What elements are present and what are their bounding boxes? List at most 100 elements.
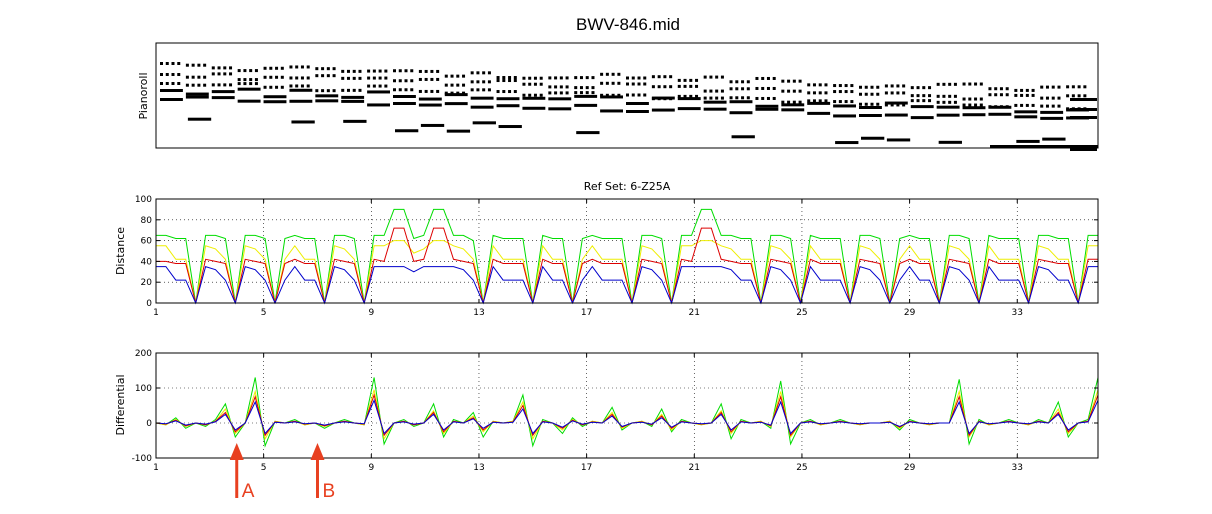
pianoroll-note: [741, 96, 745, 100]
pianoroll-note: [456, 74, 460, 78]
pianoroll-note: [496, 90, 500, 94]
pianoroll-note: [988, 105, 992, 109]
pianoroll-note: [554, 76, 558, 80]
pianoroll-note: [398, 79, 402, 83]
pianoroll-note: [1083, 94, 1087, 98]
pianoroll-note: [807, 91, 811, 95]
pianoroll-note: [358, 88, 362, 92]
pianoroll-note: [217, 83, 221, 87]
pianoroll-note: [1071, 94, 1075, 98]
distance-ytick-label: 100: [135, 195, 152, 205]
pianoroll-note: [936, 100, 940, 104]
pianoroll-note: [533, 76, 537, 80]
pianoroll-note: [341, 69, 345, 73]
pianoroll-note: [859, 102, 862, 106]
pianoroll-note: [367, 103, 390, 107]
pianoroll-note: [994, 87, 998, 91]
pianoroll-note: [275, 85, 279, 89]
pianoroll-note: [289, 84, 293, 88]
pianoroll-note: [798, 79, 802, 83]
distance-xtick-label: 1: [153, 308, 159, 318]
pianoroll-note: [269, 75, 273, 79]
pianoroll-note: [677, 94, 681, 98]
pianoroll-note: [418, 97, 442, 101]
pianoroll-note: [1014, 93, 1018, 97]
pianoroll-note: [229, 83, 233, 87]
pianoroll-note: [787, 79, 791, 83]
pianoroll-note: [910, 94, 914, 98]
pianoroll-note: [922, 94, 926, 98]
pianoroll-note: [962, 106, 986, 110]
pianoroll-note: [346, 88, 350, 92]
pianoroll-note: [352, 88, 356, 92]
pianoroll-note: [559, 76, 563, 80]
pianoroll-note: [703, 89, 707, 93]
pianoroll-note: [1040, 104, 1044, 108]
pianoroll-note: [430, 89, 434, 93]
pianoroll-note: [487, 88, 491, 92]
pianoroll-note: [922, 86, 926, 90]
pianoroll-note: [487, 71, 491, 75]
pianoroll-note: [275, 75, 279, 79]
pianoroll-note: [948, 94, 952, 98]
pianoroll-note: [643, 82, 647, 86]
distance-plot-area: [156, 199, 1098, 303]
pianoroll-note: [994, 105, 998, 109]
pianoroll-note: [332, 67, 336, 71]
pianoroll-note: [315, 94, 339, 98]
pianoroll-note: [833, 104, 856, 108]
pianoroll-note: [211, 90, 235, 94]
pianoroll-note: [910, 105, 934, 109]
pianoroll-note: [223, 66, 227, 70]
pianoroll-note: [229, 66, 233, 70]
distance-xtick-label: 17: [581, 308, 592, 318]
pianoroll-note: [833, 114, 856, 118]
pianoroll-note: [974, 103, 978, 107]
distance-ytick-label: 40: [141, 257, 153, 267]
pianoroll-note: [824, 91, 828, 95]
pianoroll-panel: Pianoroll: [137, 42, 1099, 151]
pianoroll-note: [1071, 85, 1075, 89]
pianoroll-note: [715, 96, 719, 100]
pianoroll-note: [902, 103, 906, 107]
pianoroll-note: [916, 99, 920, 103]
pianoroll-note: [372, 76, 376, 80]
pianoroll-note: [462, 74, 466, 78]
pianoroll-note: [833, 90, 837, 94]
pianoroll-note: [539, 76, 543, 80]
pianoroll-note: [689, 78, 693, 82]
pianoroll-note: [999, 93, 1003, 97]
pianoroll-note: [444, 93, 468, 97]
pianoroll-note: [663, 85, 667, 89]
pianoroll-note: [160, 62, 163, 65]
pianoroll-note: [487, 80, 491, 84]
pianoroll-note: [513, 79, 517, 83]
pianoroll-note: [217, 72, 221, 76]
pianoroll-note: [850, 84, 854, 88]
pianoroll-note: [249, 82, 253, 86]
pianoroll-note: [418, 69, 422, 73]
annotation-label: A: [242, 481, 255, 502]
pianoroll-note: [844, 84, 848, 88]
pianoroll-note: [418, 103, 442, 107]
pianoroll-note: [651, 85, 655, 89]
pianoroll-note: [160, 82, 163, 85]
pianoroll-note: [864, 92, 868, 96]
pianoroll-note: [720, 89, 724, 93]
pianoroll-note: [574, 91, 578, 95]
pianoroll-note: [695, 78, 699, 82]
pianoroll-note: [539, 93, 543, 97]
pianoroll-note: [482, 80, 486, 84]
differential-plot-area: [156, 353, 1098, 458]
pianoroll-note: [850, 100, 854, 104]
pianoroll-note: [436, 69, 440, 73]
distance-xtick-label: 33: [1012, 308, 1023, 318]
pianoroll-note: [962, 82, 966, 86]
pianoroll-note: [171, 62, 175, 65]
pianoroll-note: [249, 69, 253, 73]
pianoroll-note: [502, 79, 506, 83]
distance-frame: [155, 198, 1099, 304]
pianoroll-note: [585, 76, 589, 80]
pianoroll-note: [988, 93, 992, 97]
pianoroll-note: [498, 125, 522, 129]
